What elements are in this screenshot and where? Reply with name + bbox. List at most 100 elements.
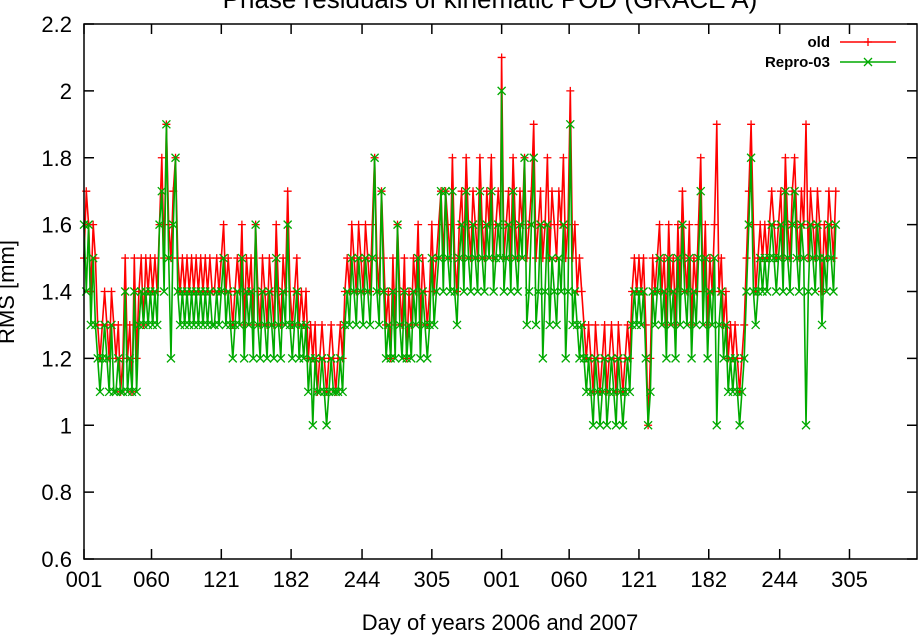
data-point: [299, 353, 309, 363]
data-point: [459, 287, 469, 296]
data-point: [705, 287, 715, 296]
legend-marker: [863, 57, 873, 67]
data-point: [418, 254, 427, 263]
data-point: [404, 287, 413, 296]
data-point: [703, 353, 713, 363]
legend: old Repro-03: [765, 34, 896, 71]
data-point: [342, 287, 352, 296]
data-point: [470, 253, 480, 263]
data-point: [561, 353, 571, 363]
data-point: [283, 187, 292, 196]
data-point: [735, 420, 745, 430]
plot-area: [79, 53, 841, 430]
data-point: [771, 287, 781, 296]
data-point: [258, 254, 267, 263]
data-point: [482, 187, 491, 196]
data-point: [100, 287, 109, 296]
data-point: [278, 287, 288, 296]
data-point: [310, 353, 320, 363]
data-point: [246, 287, 256, 296]
x-tick-label: 001: [483, 567, 520, 592]
data-point: [767, 220, 777, 230]
data-point: [687, 353, 697, 363]
data-point: [538, 353, 548, 363]
data-point: [171, 153, 180, 163]
data-point: [356, 287, 366, 296]
data-point: [415, 353, 425, 363]
data-point: [418, 287, 428, 296]
data-point: [414, 220, 423, 229]
data-point: [219, 253, 229, 263]
data-point: [584, 353, 594, 363]
data-point: [438, 287, 448, 296]
data-point: [379, 287, 389, 296]
data-point: [450, 287, 460, 296]
y-tick-label: 1.6: [41, 213, 72, 238]
data-point: [454, 253, 464, 263]
data-point: [778, 287, 788, 296]
data-point: [326, 353, 336, 363]
data-point: [377, 186, 386, 196]
data-point: [549, 287, 559, 296]
data-point: [749, 220, 758, 229]
data-point: [673, 220, 682, 229]
data-point: [710, 253, 719, 263]
data-point: [641, 320, 650, 329]
data-point: [493, 220, 503, 230]
data-point: [623, 353, 632, 363]
data-point: [744, 220, 754, 230]
y-tick-label: 2: [60, 79, 72, 104]
data-point: [526, 220, 536, 230]
data-point: [668, 287, 678, 296]
data-point: [372, 287, 382, 296]
data-point: [100, 320, 110, 330]
data-point: [327, 320, 336, 329]
data-point: [228, 353, 238, 363]
data-point: [717, 254, 726, 263]
data-point: [714, 320, 724, 330]
data-point: [406, 353, 416, 363]
data-point: [520, 153, 529, 163]
data-point: [595, 420, 605, 430]
data-point: [575, 254, 584, 263]
data-point: [554, 253, 564, 263]
data-point: [664, 253, 674, 263]
data-point: [207, 320, 217, 330]
data-point: [482, 220, 492, 230]
data-point: [614, 320, 623, 329]
data-point: [318, 320, 326, 329]
data-point: [88, 253, 98, 263]
data-point: [684, 253, 694, 263]
data-point: [468, 220, 478, 230]
data-point: [591, 353, 600, 363]
data-point: [792, 220, 801, 229]
data-point: [89, 220, 98, 229]
data-point: [475, 153, 484, 162]
y-tick-label: 1.4: [41, 280, 72, 305]
data-point: [290, 320, 299, 330]
data-point: [746, 153, 756, 163]
data-point: [233, 254, 242, 263]
data-point: [448, 153, 457, 162]
y-tick-label: 0.6: [41, 547, 72, 572]
data-point: [219, 220, 228, 229]
data-point: [696, 153, 705, 162]
data-point: [554, 187, 563, 196]
data-point: [292, 254, 301, 263]
data-point: [161, 119, 171, 129]
data-point: [552, 320, 562, 330]
data-point: [712, 120, 721, 129]
data-point: [824, 220, 834, 230]
plot-frame: [83, 23, 918, 560]
data-point: [107, 287, 116, 296]
data-point: [486, 186, 496, 196]
legend-marker: [864, 38, 872, 46]
data-point: [618, 420, 628, 430]
data-point: [274, 320, 283, 330]
data-point: [461, 186, 471, 196]
data-point: [303, 387, 313, 397]
data-point: [529, 120, 538, 129]
data-point: [586, 387, 596, 397]
data-point: [751, 320, 761, 330]
data-point: [374, 320, 384, 330]
